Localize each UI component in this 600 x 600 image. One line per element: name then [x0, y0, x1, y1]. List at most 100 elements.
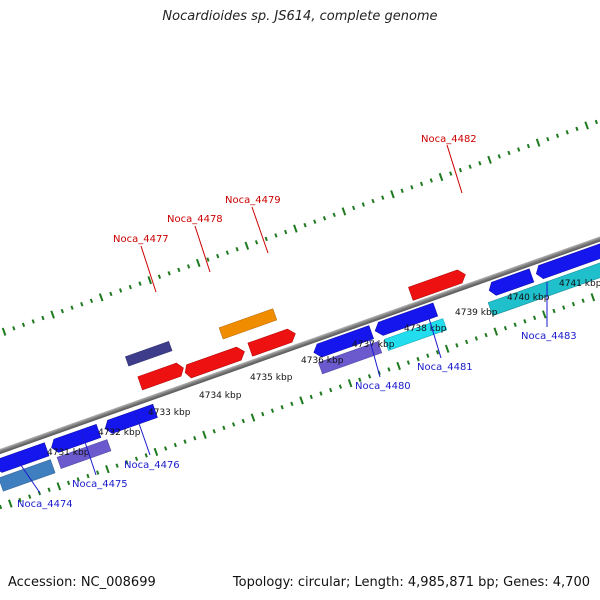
outer-tick: [303, 222, 307, 228]
outer-tick: [21, 322, 26, 328]
tick-label: 4737 kbp: [352, 340, 395, 350]
leader-noca-4476: [134, 411, 151, 456]
gene-arrow-noca-4474b: [0, 442, 50, 473]
gene-arrow-noca-4482: [408, 269, 466, 301]
outer-tick: [478, 161, 482, 166]
gene-arrow-noca-4474: [0, 459, 56, 492]
outer-tick: [429, 178, 433, 183]
outer-tick: [497, 154, 501, 159]
outer-tick: [410, 185, 414, 190]
outer-tick: [419, 181, 424, 187]
gene-arrow-noca-4483b: [488, 268, 535, 296]
inner-tick: [406, 360, 410, 365]
outer-tick: [361, 202, 365, 207]
outer-tick: [80, 302, 84, 307]
outer-tick: [487, 155, 492, 164]
inner-tick: [396, 361, 401, 371]
gene-arrow-noca-4480: [318, 341, 383, 375]
inner-tick: [115, 463, 119, 468]
inner-tick: [96, 470, 100, 475]
map-title: Nocardioides sp. JS614, complete genome: [162, 9, 438, 24]
gene-arrow-noca-4481b: [374, 302, 439, 336]
gene-arrow-noca-4475b: [51, 423, 102, 453]
inner-tick: [8, 499, 13, 508]
leader-noca-4474: [13, 454, 41, 494]
inner-tick: [202, 430, 207, 439]
inner-tick: [552, 308, 556, 314]
inner-tick: [66, 480, 71, 486]
gene-label: Noca_4483: [521, 331, 577, 342]
inner-tick: [299, 396, 304, 405]
inner-tick: [86, 473, 90, 479]
outer-tick: [118, 288, 123, 293]
inner-tick: [222, 425, 226, 431]
gene-label: Noca_4481: [417, 362, 473, 373]
outer-tick-ring: [1, 119, 598, 336]
inner-tick: [153, 447, 159, 457]
gene-label: Noca_4476: [124, 460, 180, 471]
gene-label: Noca_4474: [17, 499, 73, 510]
tick-label: 4733 kbp: [148, 408, 191, 418]
inner-tick: [56, 482, 62, 491]
inner-tick: [164, 446, 168, 451]
outer-tick: [264, 236, 268, 242]
outer-tick: [400, 188, 404, 193]
inner-tick: [105, 465, 110, 474]
gene-arrow-noca-4479b: [247, 328, 296, 357]
inner-tick: [144, 453, 148, 458]
inner-tick: [37, 490, 42, 496]
inner-tick: [484, 332, 488, 338]
inner-tick: [76, 477, 80, 482]
outer-tick: [449, 171, 453, 176]
outer-tick: [41, 315, 45, 321]
outer-tick: [274, 233, 278, 238]
tick-label: 4738 kbp: [404, 324, 447, 334]
outer-tick: [332, 212, 336, 218]
inner-tick: [338, 384, 343, 389]
leader-noca-4482: [446, 144, 463, 194]
leader-noca-4480: [367, 333, 381, 378]
outer-tick: [555, 133, 560, 138]
gene-arrow-noca-4475: [56, 439, 112, 469]
inner-tick: [212, 429, 216, 434]
outer-tick: [575, 126, 579, 132]
outer-tick: [216, 253, 220, 259]
inner-tick: [435, 350, 440, 355]
inner-tick: [173, 442, 177, 448]
tick-labels: 4731 kbp 4732 kbp 4733 kbp 4734 kbp 4735…: [47, 279, 600, 458]
tick-label: 4731 kbp: [47, 448, 90, 458]
outer-tick: [89, 298, 94, 304]
outer-tick: [371, 198, 375, 204]
reverse-features: [0, 241, 600, 492]
leader-noca-4479: [251, 206, 269, 254]
inner-tick: [581, 298, 585, 303]
outer-tick: [322, 216, 327, 221]
gene-label: Noca_4477: [113, 234, 169, 245]
genome-backbone: [0, 215, 600, 468]
tick-label: 4732 kbp: [98, 428, 141, 438]
inner-tick: [183, 439, 187, 444]
outer-tick: [195, 258, 201, 268]
outer-tick: [244, 241, 250, 250]
accession-text: Accession: NC_008699: [8, 575, 156, 590]
tick-label: 4740 kbp: [507, 293, 550, 303]
outer-tick: [381, 195, 385, 200]
outer-tick: [98, 293, 104, 302]
inner-tick: [474, 336, 478, 341]
inner-tick: [542, 310, 547, 319]
outer-tick: [535, 138, 541, 147]
inner-tick: [503, 325, 508, 331]
inner-tick: [571, 301, 576, 307]
outer-tick: [12, 326, 16, 331]
gene-arrow-noca-4484b: [535, 241, 600, 279]
outer-tick: [284, 229, 288, 235]
outer-tick: [293, 224, 298, 233]
gene-arrow-noca-4476: [104, 403, 158, 434]
inner-tick: [125, 460, 129, 465]
outer-tick: [526, 143, 530, 149]
outer-tick: [352, 205, 356, 211]
inner-tick: [18, 497, 22, 503]
genome-diagram: [0, 119, 600, 510]
inner-tick-ring: [0, 293, 596, 510]
